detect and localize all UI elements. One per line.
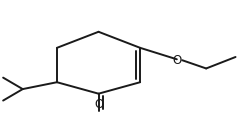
Text: O: O bbox=[172, 53, 182, 66]
Text: O: O bbox=[94, 97, 103, 110]
